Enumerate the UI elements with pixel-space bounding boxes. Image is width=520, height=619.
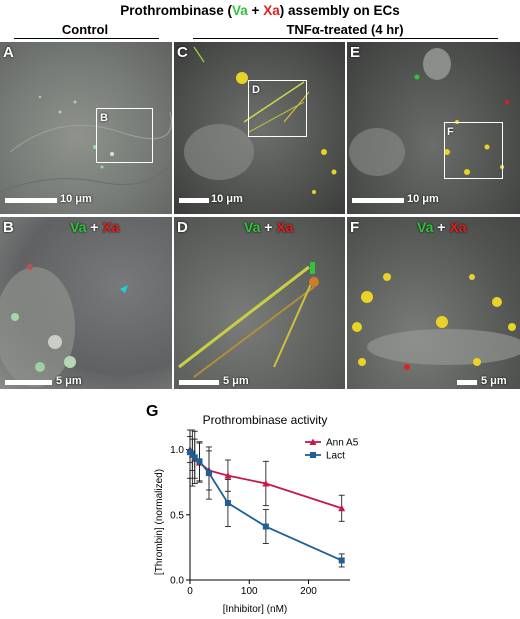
panel-c-texture xyxy=(184,46,337,194)
scale-bar-f xyxy=(457,380,477,385)
overlay-label-f: Va + Xa xyxy=(417,219,467,235)
scale-bar-c xyxy=(179,198,209,203)
micrograph-panel-c: C D 10 μm xyxy=(174,42,345,214)
title-part: ) assembly on ECs xyxy=(279,3,400,18)
panel-label-d: D xyxy=(177,219,188,236)
inset-label-f: F xyxy=(447,126,454,138)
panel-d-texture xyxy=(178,262,319,378)
scale-text-b: 5 μm xyxy=(56,375,82,387)
data-point xyxy=(224,500,231,507)
y-tick-label: 1.0 xyxy=(170,445,184,456)
group-underline-control xyxy=(14,38,159,40)
scale-text-c: 10 μm xyxy=(211,193,243,205)
scale-text-a: 10 μm xyxy=(60,193,92,205)
title-part: + xyxy=(247,3,264,18)
overlay-label-b: Va + Xa xyxy=(70,219,120,235)
micrograph-panel-f: F Va + Xa 5 μm xyxy=(347,217,520,389)
y-tick-label: 0.5 xyxy=(170,510,184,521)
data-point xyxy=(189,450,196,457)
data-point xyxy=(196,458,203,465)
group-label-tnf: TNFα-treated (4 hr) xyxy=(286,22,404,37)
scale-bar-b xyxy=(5,380,52,385)
chart-title: Prothrombinase activity xyxy=(203,413,328,427)
panel-label-b: B xyxy=(3,219,14,236)
data-point xyxy=(338,557,345,564)
data-point xyxy=(224,472,232,479)
inset-label-d: D xyxy=(252,84,260,96)
data-point xyxy=(338,504,346,512)
micrograph-panel-b: B Va + Xa 5 μm xyxy=(0,217,172,389)
group-underline-tnf xyxy=(193,38,498,40)
legend-label: Lact xyxy=(326,451,345,462)
inset-box-b xyxy=(96,108,153,163)
group-label-control: Control xyxy=(61,22,109,37)
legend-marker xyxy=(309,438,317,445)
series-ann-a5 xyxy=(186,436,346,522)
chart-legend: Ann A5 Lact xyxy=(305,438,359,462)
panel-label-a: A xyxy=(3,44,14,61)
panel-label-g: G xyxy=(146,403,159,420)
overlay-label-d: Va + Xa xyxy=(244,219,294,235)
panel-label-c: C xyxy=(177,44,188,61)
x-tick-label: 0 xyxy=(187,586,193,597)
panel-e-texture xyxy=(349,48,509,176)
panel-label-f: F xyxy=(350,219,360,236)
data-point xyxy=(262,523,269,530)
legend-marker xyxy=(310,452,316,458)
x-tick-label: 100 xyxy=(241,586,258,597)
micrograph-panel-e: E F 10 μm xyxy=(347,42,520,214)
y-tick-label: 0.0 xyxy=(170,576,184,587)
title-va: Va xyxy=(232,3,248,18)
panel-b-texture xyxy=(0,264,128,387)
inset-box-f xyxy=(444,122,503,179)
figure-title: Prothrombinase (Va + Xa) assembly on ECs xyxy=(0,3,520,18)
data-point xyxy=(262,479,270,487)
data-point xyxy=(191,454,198,461)
x-tick-label: 200 xyxy=(300,586,317,597)
inset-label-b: B xyxy=(100,112,108,124)
title-xa: Xa xyxy=(263,3,280,18)
scale-bar-a xyxy=(5,198,57,203)
micrograph-panel-a: A B 10 μm xyxy=(0,42,172,214)
panel-label-e: E xyxy=(350,44,361,61)
series-lact xyxy=(187,429,345,568)
x-axis-label: [Inhibitor] (nM) xyxy=(223,604,287,615)
legend-label: Ann A5 xyxy=(326,438,359,449)
scale-bar-d xyxy=(179,380,219,385)
title-part: Prothrombinase ( xyxy=(120,3,233,18)
inset-box-d xyxy=(248,80,307,137)
chart-axes: 0 100 200 0.0 0.5 1.0 xyxy=(170,430,350,597)
scale-bar-e xyxy=(352,198,404,203)
scale-text-e: 10 μm xyxy=(407,193,439,205)
panel-a-texture xyxy=(0,95,172,193)
panel-f-texture xyxy=(352,273,520,370)
chart-plot-area xyxy=(186,429,346,568)
prothrombinase-chart: Prothrombinase activity [Thrombin] (norm… xyxy=(154,413,359,615)
scale-text-d: 5 μm xyxy=(223,375,249,387)
data-point xyxy=(205,470,212,477)
scale-text-f: 5 μm xyxy=(481,375,507,387)
y-axis-label: [Thrombin] (normalized) xyxy=(154,469,165,575)
micrograph-panel-d: D Va + Xa 5 μm xyxy=(174,217,345,389)
